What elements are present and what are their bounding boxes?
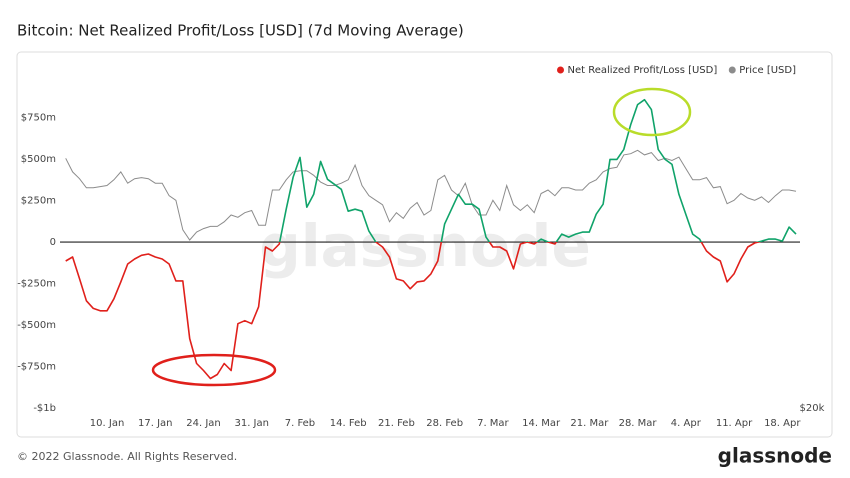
y-tick-label: $250m xyxy=(21,196,56,207)
y-tick-label: -$750m xyxy=(17,362,56,373)
pnl-line xyxy=(65,98,797,380)
legend-label: Net Realized Profit/Loss [USD] xyxy=(568,65,718,76)
watermark: glassnode xyxy=(259,212,591,280)
x-tick-label: 17. Jan xyxy=(138,418,173,429)
x-tick-label: 24. Jan xyxy=(186,418,221,429)
y-tick-label: -$500m xyxy=(17,320,56,331)
x-tick-label: 14. Feb xyxy=(330,418,367,429)
x-tick-label: 10. Jan xyxy=(90,418,125,429)
chart-frame xyxy=(16,51,833,438)
y-tick-label: -$1b xyxy=(33,403,56,414)
legend-swatch xyxy=(557,66,565,74)
x-tick-label: 28. Mar xyxy=(619,418,658,429)
y-tick-label: -$250m xyxy=(17,279,56,290)
x-tick-label: 31. Jan xyxy=(234,418,269,429)
x-tick-label: 18. Apr xyxy=(764,418,801,429)
brand-logo: glassnode xyxy=(718,444,832,468)
x-tick-label: 4. Apr xyxy=(671,418,702,429)
y2-tick-label: $20k xyxy=(800,403,825,414)
annotation-ellipse xyxy=(151,353,277,387)
x-tick-label: 14. Mar xyxy=(522,418,561,429)
legend-swatch xyxy=(728,66,736,74)
x-tick-label: 7. Mar xyxy=(477,418,509,429)
y-tick-label: $750m xyxy=(21,113,56,124)
price-line xyxy=(65,149,797,241)
chart-title: Bitcoin: Net Realized Profit/Loss [USD] … xyxy=(17,22,464,40)
plot: -$1b -$750m -$500m -$250m 0 $250m $500m $750m $2… xyxy=(17,98,825,429)
y-tick-label: $500m xyxy=(21,154,56,165)
x-tick-label: 11. Apr xyxy=(716,418,753,429)
copyright: © 2022 Glassnode. All Rights Reserved. xyxy=(17,450,237,463)
x-tick-label: 21. Mar xyxy=(570,418,609,429)
annotation-ellipse xyxy=(612,87,692,137)
x-tick-label: 28. Feb xyxy=(426,418,463,429)
x-tick-label: 7. Feb xyxy=(285,418,315,429)
legend-label: Price [USD] xyxy=(739,65,796,76)
x-tick-label: 21. Feb xyxy=(378,418,415,429)
y-tick-label: 0 xyxy=(50,237,56,248)
